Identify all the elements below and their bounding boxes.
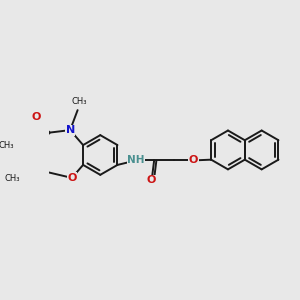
Text: N: N xyxy=(65,125,75,135)
Text: CH₃: CH₃ xyxy=(71,98,87,106)
Text: CH₃: CH₃ xyxy=(0,141,14,150)
Text: O: O xyxy=(31,112,40,122)
Text: NH: NH xyxy=(128,155,145,165)
Text: CH₃: CH₃ xyxy=(4,174,20,183)
Text: O: O xyxy=(147,176,156,185)
Text: O: O xyxy=(67,173,76,183)
Text: O: O xyxy=(189,155,198,165)
